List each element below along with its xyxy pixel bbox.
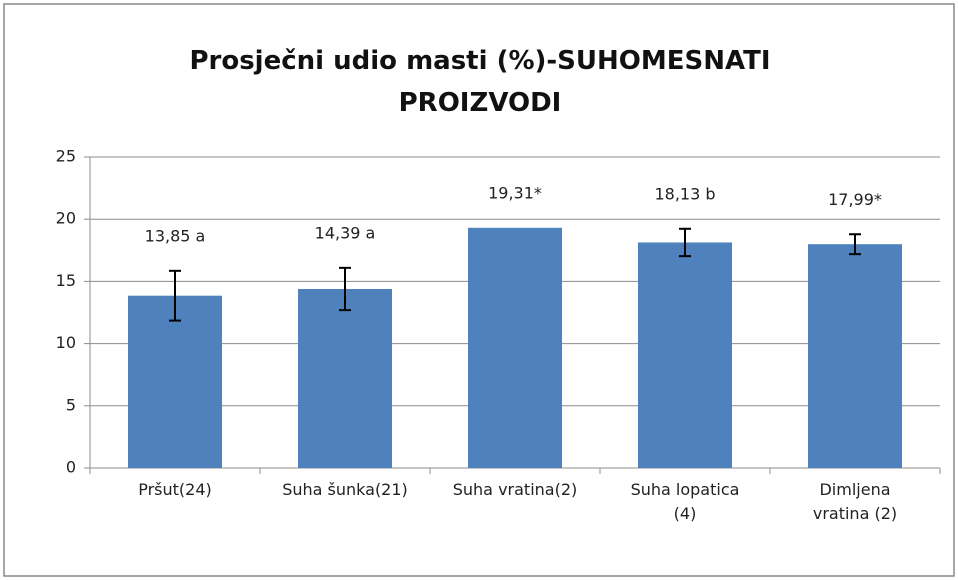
x-tick-label: Pršut(24): [138, 480, 212, 499]
bar: [128, 295, 222, 468]
value-label: 18,13 b: [654, 184, 715, 203]
bar: [298, 288, 392, 468]
bar: [638, 242, 732, 468]
y-tick-label: 15: [56, 271, 76, 290]
x-tick-label: Suha vratina(2): [452, 480, 578, 499]
y-tick-label: 20: [56, 209, 76, 228]
x-tick-label: Suha lopatica (4): [630, 480, 740, 523]
value-label: 17,99*: [828, 190, 882, 209]
y-tick-label: 10: [56, 333, 76, 352]
x-tick-label: Dimljena vratina (2): [812, 480, 898, 523]
value-label: 13,85 a: [145, 226, 206, 245]
chart-frame: [3, 3, 955, 577]
value-label: 19,31*: [488, 183, 542, 202]
y-tick-label: 25: [56, 147, 76, 166]
x-tick-label: Suha šunka(21): [282, 480, 408, 499]
bar: [468, 227, 562, 468]
y-tick-label: 0: [66, 458, 76, 477]
chart-title: Prosječni udio masti (%)-SUHOMESNATI PRO…: [189, 46, 771, 118]
value-label: 14,39 a: [315, 223, 376, 242]
y-tick-label: 5: [66, 395, 76, 414]
bar: [808, 244, 902, 468]
